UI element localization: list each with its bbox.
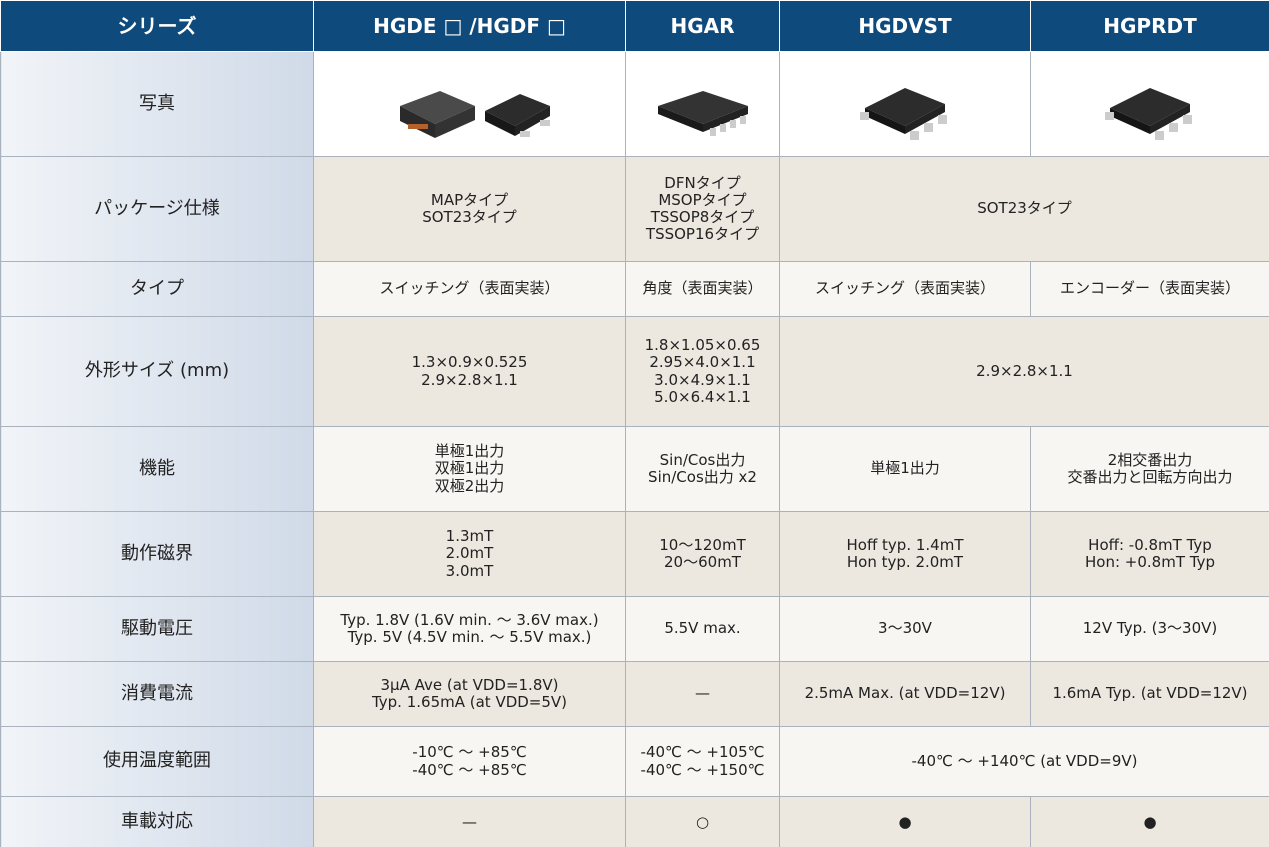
table-cell: 3μA Ave (at VDD=1.8V) Typ. 1.65mA (at VD… [313, 661, 626, 727]
row-label: 動作磁界 [0, 511, 314, 597]
table-cell: 単極1出力 双極1出力 双極2出力 [313, 426, 626, 512]
table-cell: 10〜120mT 20〜60mT [625, 511, 780, 597]
table-cell: スイッチング（表面実装） [313, 261, 626, 317]
photo-cell [625, 51, 780, 157]
photo-row: 写真 [0, 51, 1269, 157]
table-cell: ○ [625, 796, 780, 847]
header-cell: HGDVST [779, 0, 1031, 52]
table-cell: -40℃ 〜 +140℃ (at VDD=9V) [779, 726, 1269, 797]
table-cell: ● [779, 796, 1031, 847]
table-row: パッケージ仕様 MAPタイプ SOT23タイプ DFNタイプ MSOPタイプ TSS… [0, 156, 1269, 262]
table-cell: 角度（表面実装） [625, 261, 780, 317]
table-cell: Sin/Cos出力 Sin/Cos出力 x2 [625, 426, 780, 512]
header-row: シリーズ HGDE □ /HGDF □ HGAR HGDVST HGPRDT [0, 0, 1269, 52]
table-cell: 1.8×1.05×0.65 2.95×4.0×1.1 3.0×4.9×1.1 5… [625, 316, 780, 427]
table-row: タイプ スイッチング（表面実装） 角度（表面実装） スイッチング（表面実装） エンコーダ… [0, 261, 1269, 317]
header-cell: シリーズ [0, 0, 314, 52]
table-cell: Typ. 1.8V (1.6V min. 〜 3.6V max.) Typ. 5… [313, 596, 626, 662]
table-cell: 3〜30V [779, 596, 1031, 662]
table-cell: 12V Typ. (3〜30V) [1030, 596, 1269, 662]
table-cell: -10℃ 〜 +85℃ -40℃ 〜 +85℃ [313, 726, 626, 797]
table-cell: 2相交番出力 交番出力と回転方向出力 [1030, 426, 1269, 512]
row-label: タイプ [0, 261, 314, 317]
table-row: 車載対応 — ○ ● ● [0, 796, 1269, 847]
table-cell: 5.5V max. [625, 596, 780, 662]
table-cell: 2.9×2.8×1.1 [779, 316, 1269, 427]
table-row: 動作磁界 1.3mT 2.0mT 3.0mT 10〜120mT 20〜60mT Hof… [0, 511, 1269, 597]
table-row: 駆動電圧 Typ. 1.8V (1.6V min. 〜 3.6V max.) Ty… [0, 596, 1269, 662]
chip-photo [860, 87, 947, 140]
table-cell: — [625, 661, 780, 727]
table-cell: — [313, 796, 626, 847]
chip-photo [399, 90, 550, 138]
table-row: 外形サイズ (mm) 1.3×0.9×0.525 2.9×2.8×1.1 1.8×1… [0, 316, 1269, 427]
table-cell: MAPタイプ SOT23タイプ [313, 156, 626, 262]
table-cell: 2.5mA Max. (at VDD=12V) [779, 661, 1031, 727]
table-cell: ● [1030, 796, 1269, 847]
chip-photo [657, 90, 748, 136]
table-cell: スイッチング（表面実装） [779, 261, 1031, 317]
table-row: 機能 単極1出力 双極1出力 双極2出力 Sin/Cos出力 Sin/Cos出力 x… [0, 426, 1269, 512]
table-cell: 1.6mA Typ. (at VDD=12V) [1030, 661, 1269, 727]
row-label: 写真 [0, 51, 314, 157]
row-label: 車載対応 [0, 796, 314, 847]
table-cell: DFNタイプ MSOPタイプ TSSOP8タイプ TSSOP16タイプ [625, 156, 780, 262]
table-cell: エンコーダー（表面実装） [1030, 261, 1269, 317]
table-cell: Hoff typ. 1.4mT Hon typ. 2.0mT [779, 511, 1031, 597]
photo-cell [779, 51, 1031, 157]
row-label: 使用温度範囲 [0, 726, 314, 797]
table-cell: 1.3mT 2.0mT 3.0mT [313, 511, 626, 597]
row-label: 機能 [0, 426, 314, 512]
table-cell: Hoff: -0.8mT Typ Hon: +0.8mT Typ [1030, 511, 1269, 597]
table-row: 使用温度範囲 -10℃ 〜 +85℃ -40℃ 〜 +85℃ -40℃ 〜 +105… [0, 726, 1269, 797]
row-label: 駆動電圧 [0, 596, 314, 662]
table-cell: 1.3×0.9×0.525 2.9×2.8×1.1 [313, 316, 626, 427]
table-cell: SOT23タイプ [779, 156, 1269, 262]
header-cell: HGPRDT [1030, 0, 1269, 52]
row-label: 外形サイズ (mm) [0, 316, 314, 427]
table-cell: -40℃ 〜 +105℃ -40℃ 〜 +150℃ [625, 726, 780, 797]
row-label: 消費電流 [0, 661, 314, 727]
table-row: 消費電流 3μA Ave (at VDD=1.8V) Typ. 1.65mA (a… [0, 661, 1269, 727]
row-label: パッケージ仕様 [0, 156, 314, 262]
table-cell: 単極1出力 [779, 426, 1031, 512]
header-cell: HGDE □ /HGDF □ [313, 0, 626, 52]
photo-cell [313, 51, 626, 157]
photo-cell [1030, 51, 1269, 157]
chip-photo [1105, 87, 1192, 140]
header-cell: HGAR [625, 0, 780, 52]
